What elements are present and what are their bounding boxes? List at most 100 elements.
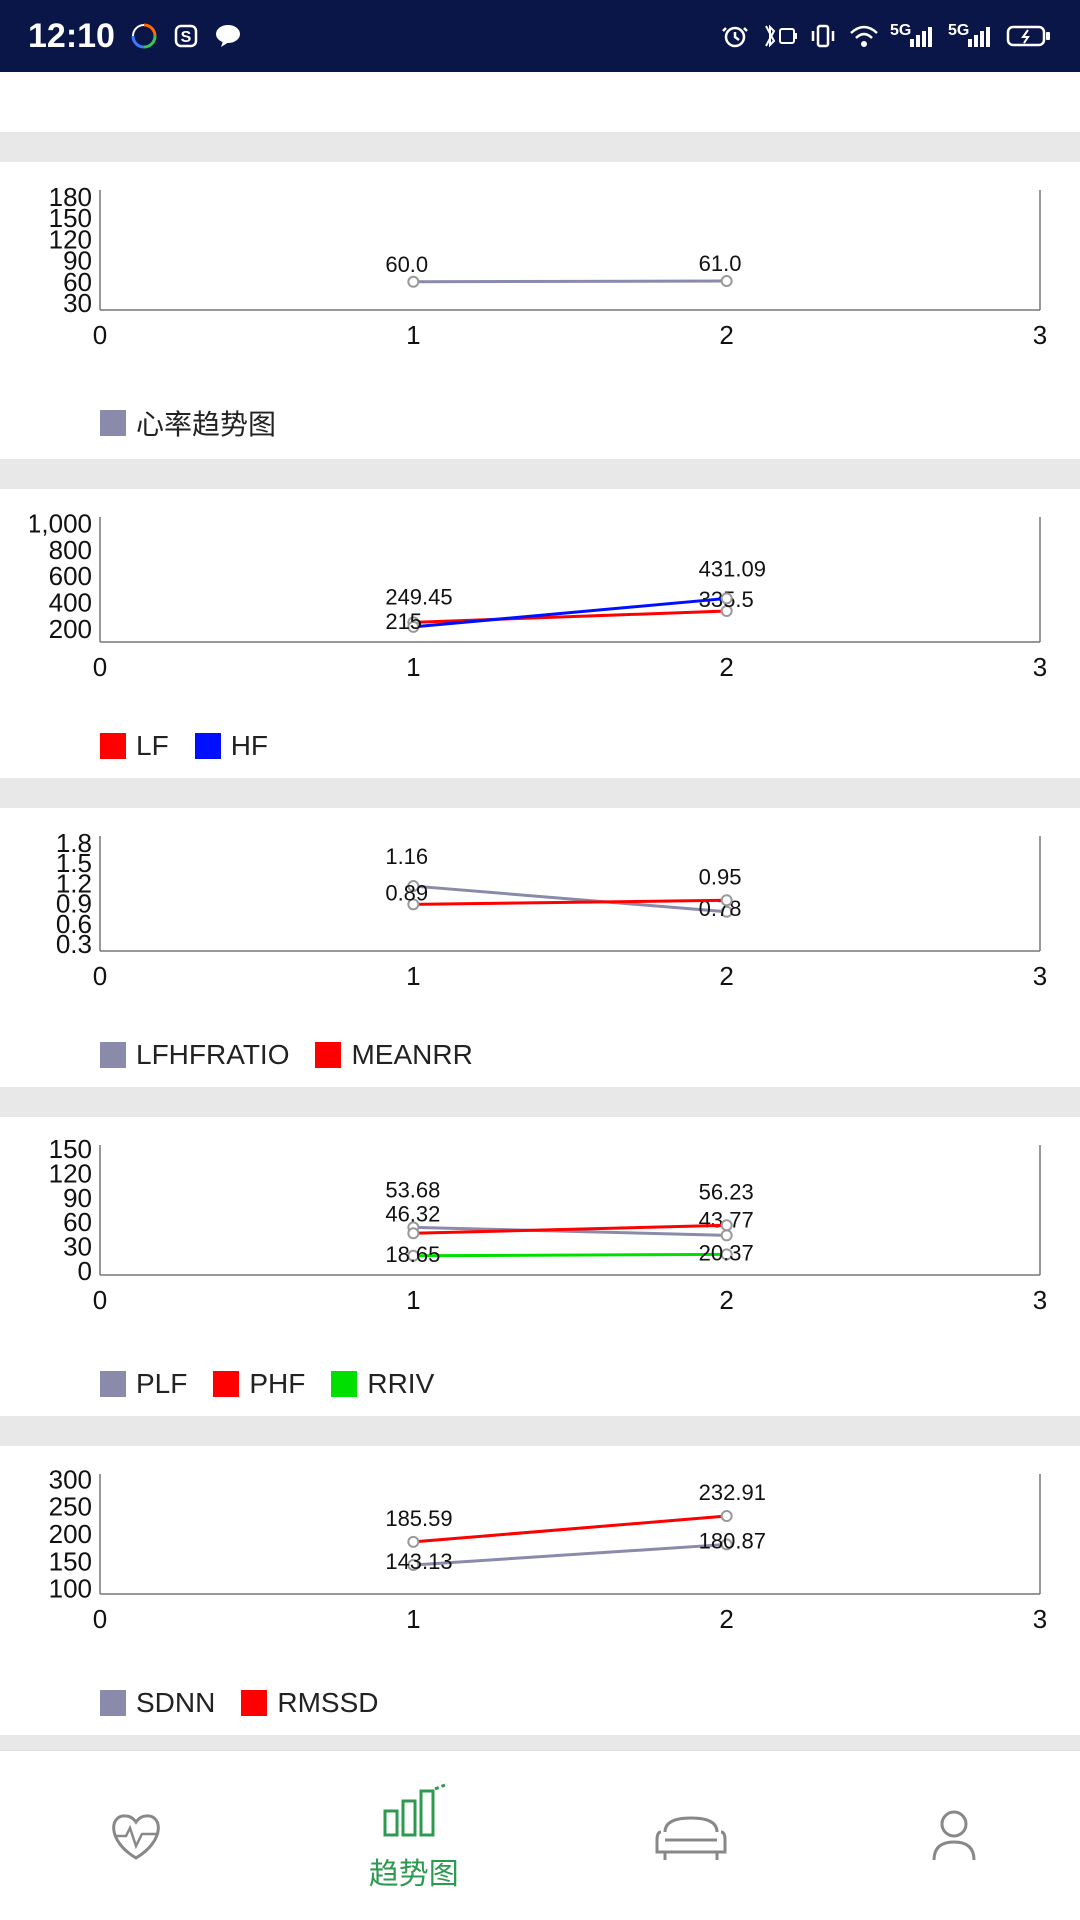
svg-text:2: 2 [719, 652, 733, 682]
svg-text:249.45: 249.45 [385, 584, 452, 609]
heart-icon [96, 1804, 176, 1868]
legend-swatch [100, 1690, 126, 1716]
signal-5g-icon-2: 5G [948, 21, 996, 51]
svg-text:431.09: 431.09 [699, 556, 766, 581]
legend-label: PHF [249, 1368, 305, 1400]
nav-trend[interactable]: 趋势图 [369, 1779, 459, 1893]
legend-label: RRIV [367, 1368, 434, 1400]
svg-text:800: 800 [49, 535, 92, 565]
svg-text:3: 3 [1033, 1604, 1047, 1634]
legend-sdnn: SDNN RMSSD [30, 1679, 1050, 1725]
svg-text:0: 0 [93, 1604, 107, 1634]
legend-swatch [100, 1371, 126, 1397]
legend-hr: 心率趋势图 [30, 395, 1050, 449]
legend-swatch [315, 1042, 341, 1068]
svg-text:60.0: 60.0 [385, 252, 428, 277]
svg-text:3: 3 [1033, 652, 1047, 682]
svg-text:250: 250 [49, 1492, 92, 1522]
chart-plf: 0306090120150012353.6843.7746.3256.2318.… [30, 1135, 1050, 1355]
svg-text:5G: 5G [890, 22, 911, 39]
svg-text:180.87: 180.87 [699, 1528, 766, 1553]
top-spacer [0, 72, 1080, 132]
chart-ratio: 0.30.60.91.21.51.801231.160.780.890.95 [30, 826, 1050, 1026]
chat-icon [213, 21, 243, 51]
alarm-icon [720, 21, 750, 51]
svg-text:0: 0 [93, 652, 107, 682]
svg-text:200: 200 [49, 614, 92, 644]
status-time: 12:10 [28, 17, 115, 56]
svg-text:180: 180 [49, 182, 92, 212]
legend-item: HF [195, 730, 268, 762]
nav-heart[interactable] [96, 1804, 176, 1868]
chart-panel-sdnn: 1001502002503000123143.13180.87185.59232… [0, 1446, 1080, 1735]
content-scroll[interactable]: 306090120150180012360.061.0心率趋势图20040060… [0, 72, 1080, 1750]
legend-label: RMSSD [277, 1687, 378, 1719]
legend-item: SDNN [100, 1687, 215, 1719]
svg-text:0: 0 [93, 320, 107, 350]
legend-lfhf: LF HF [30, 722, 1050, 768]
legend-swatch [100, 733, 126, 759]
chart-panel-plf: 0306090120150012353.6843.7746.3256.2318.… [0, 1117, 1080, 1416]
svg-text:1,000: 1,000 [30, 509, 92, 539]
svg-text:232.91: 232.91 [699, 1480, 766, 1505]
nav-relax[interactable] [651, 1804, 731, 1868]
box-icon: S [173, 23, 199, 49]
svg-text:600: 600 [49, 561, 92, 591]
nav-trend-label: 趋势图 [369, 1849, 459, 1893]
bottom-nav: 趋势图 [0, 1750, 1080, 1920]
svg-text:20.37: 20.37 [699, 1240, 754, 1265]
svg-text:53.68: 53.68 [385, 1177, 440, 1202]
bluetooth-battery-icon [760, 21, 798, 51]
svg-text:0.95: 0.95 [699, 864, 742, 889]
legend-plf: PLF PHF RRIV [30, 1360, 1050, 1406]
svg-text:2: 2 [719, 320, 733, 350]
legend-item: RRIV [331, 1368, 434, 1400]
legend-item: RMSSD [241, 1687, 378, 1719]
svg-text:1: 1 [406, 1604, 420, 1634]
legend-item: LFHFRATIO [100, 1039, 289, 1071]
svg-text:100: 100 [49, 1574, 92, 1604]
vibrate-icon [808, 21, 838, 51]
svg-text:150: 150 [49, 1546, 92, 1576]
nav-profile[interactable] [924, 1804, 984, 1868]
signal-5g-icon: 5G [890, 21, 938, 51]
svg-text:400: 400 [49, 588, 92, 618]
svg-text:300: 300 [49, 1464, 92, 1494]
legend-item: LF [100, 730, 169, 762]
legend-label: 心率趋势图 [136, 403, 276, 443]
svg-text:3: 3 [1033, 961, 1047, 991]
svg-text:56.23: 56.23 [699, 1179, 754, 1204]
status-left: 12:10 S [28, 17, 243, 56]
svg-text:1: 1 [406, 961, 420, 991]
legend-label: LFHFRATIO [136, 1039, 289, 1071]
svg-text:0: 0 [93, 1285, 107, 1315]
legend-swatch [331, 1371, 357, 1397]
wifi-icon [848, 21, 880, 51]
legend-swatch [213, 1371, 239, 1397]
chart-hr: 306090120150180012360.061.0 [30, 180, 1050, 390]
svg-text:1: 1 [406, 320, 420, 350]
svg-text:2: 2 [719, 1604, 733, 1634]
trend-icon [379, 1779, 449, 1843]
legend-item: 心率趋势图 [100, 403, 276, 443]
svg-text:2: 2 [719, 961, 733, 991]
svg-text:0.89: 0.89 [385, 880, 428, 905]
swirl-icon [129, 21, 159, 51]
svg-text:1: 1 [406, 1285, 420, 1315]
svg-text:1.8: 1.8 [56, 828, 92, 858]
status-right: 5G 5G [720, 21, 1052, 51]
svg-text:185.59: 185.59 [385, 1506, 452, 1531]
chart-panel-lfhf: 2004006008001,0000123249.45335.5215431.0… [0, 489, 1080, 778]
svg-text:46.32: 46.32 [385, 1201, 440, 1226]
chart-lfhf: 2004006008001,0000123249.45335.5215431.0… [30, 507, 1050, 717]
profile-icon [924, 1804, 984, 1868]
svg-text:3: 3 [1033, 320, 1047, 350]
legend-label: LF [136, 730, 169, 762]
svg-text:2: 2 [719, 1285, 733, 1315]
legend-label: SDNN [136, 1687, 215, 1719]
legend-item: PLF [100, 1368, 187, 1400]
svg-text:1: 1 [406, 652, 420, 682]
svg-text:1.16: 1.16 [385, 844, 428, 869]
legend-swatch [100, 410, 126, 436]
legend-swatch [241, 1690, 267, 1716]
